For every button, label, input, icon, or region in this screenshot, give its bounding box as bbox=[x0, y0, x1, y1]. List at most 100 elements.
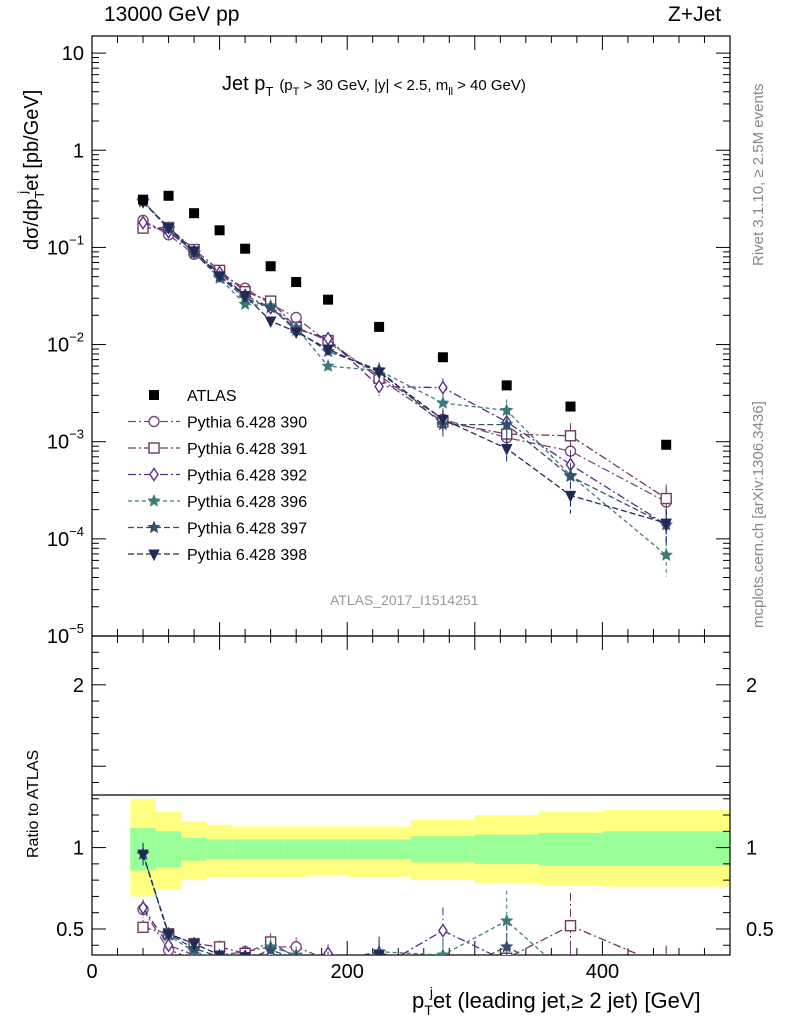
ratio-tick-label: 1 bbox=[73, 838, 84, 860]
marker-shape bbox=[660, 492, 672, 505]
marker-shape bbox=[323, 946, 333, 955]
marker-shape bbox=[162, 929, 175, 941]
xlabel-sub: T bbox=[424, 1002, 433, 1018]
marker-shape bbox=[149, 390, 159, 400]
series-point bbox=[263, 300, 278, 314]
marker-shape bbox=[291, 956, 301, 966]
ratio-point bbox=[323, 946, 333, 955]
ratio-point bbox=[239, 960, 250, 971]
marker-shape bbox=[501, 380, 512, 391]
marker-shape bbox=[163, 190, 174, 201]
ratio-point bbox=[567, 964, 575, 976]
series-point bbox=[138, 215, 148, 230]
marker-shape bbox=[500, 913, 514, 927]
title-main-sub: T bbox=[265, 84, 273, 99]
ratio-point bbox=[437, 970, 448, 981]
marker-shape bbox=[567, 964, 575, 976]
y-tick-exp: −5 bbox=[69, 621, 84, 636]
marker-shape bbox=[240, 243, 251, 254]
x-tick-label: 400 bbox=[586, 961, 619, 983]
ratio-point bbox=[374, 957, 384, 967]
series-point bbox=[437, 414, 449, 427]
legend-label: Pythia 6.428 396 bbox=[187, 494, 307, 511]
series-point bbox=[322, 344, 334, 357]
ratio-point bbox=[188, 939, 200, 951]
marker-shape bbox=[438, 970, 448, 980]
mc-series-main bbox=[136, 194, 673, 577]
title-cut3: > 40 GeV) bbox=[457, 77, 526, 94]
y-tick-label: 10−4 bbox=[47, 524, 84, 551]
ratio-point bbox=[375, 962, 383, 974]
marker-shape bbox=[214, 225, 225, 236]
data-point bbox=[374, 321, 385, 332]
marker-shape bbox=[162, 223, 175, 235]
marker-shape bbox=[565, 973, 576, 984]
marker-shape bbox=[500, 417, 514, 431]
series-point bbox=[564, 490, 577, 503]
ratio-point bbox=[373, 950, 385, 955]
y-tick-label: 10 bbox=[62, 43, 84, 65]
ratio-point bbox=[163, 937, 174, 953]
marker-shape bbox=[137, 849, 149, 862]
marker-shape bbox=[239, 952, 251, 955]
ratio-point bbox=[376, 954, 383, 955]
marker-shape bbox=[374, 321, 385, 332]
x-axis-label: pTjet (leading jet,≥ 2 jet) [GeV] bbox=[412, 984, 701, 1018]
marker-shape bbox=[438, 963, 448, 973]
series-point bbox=[290, 327, 302, 340]
marker-shape bbox=[502, 961, 512, 971]
band-inner-bin bbox=[347, 839, 411, 859]
ratio-point bbox=[438, 923, 448, 938]
y-tick-base: 10 bbox=[47, 529, 69, 551]
marker-shape bbox=[563, 469, 578, 483]
legend-marker bbox=[148, 415, 160, 428]
marker-shape bbox=[437, 970, 448, 981]
legend-marker bbox=[148, 549, 160, 562]
legend-label: Pythia 6.428 397 bbox=[187, 521, 307, 538]
marker-shape bbox=[263, 300, 278, 314]
header-left: 13000 GeV pp bbox=[104, 3, 240, 26]
marker-shape bbox=[148, 442, 160, 454]
marker-shape bbox=[438, 380, 448, 395]
marker-shape bbox=[661, 961, 671, 971]
marker-shape bbox=[149, 467, 159, 482]
marker-shape bbox=[565, 972, 576, 983]
series-point bbox=[373, 367, 385, 380]
ratio-point bbox=[138, 900, 148, 916]
marker-shape bbox=[213, 271, 226, 283]
marker-shape bbox=[500, 444, 513, 456]
data-point bbox=[265, 261, 276, 272]
title-cut2-sub: ll bbox=[448, 86, 453, 98]
ratio-point bbox=[263, 943, 278, 955]
marker-shape bbox=[436, 947, 450, 955]
marker-shape bbox=[564, 430, 577, 442]
ratio-point bbox=[291, 956, 301, 966]
ylabel-sup: j bbox=[15, 191, 30, 195]
ratio-tick-label: 2 bbox=[73, 675, 84, 697]
marker-shape bbox=[565, 401, 576, 412]
data-point bbox=[437, 352, 448, 363]
legend-marker bbox=[149, 390, 159, 400]
y-tick-exp: −1 bbox=[69, 232, 84, 247]
y-tick-base: 10 bbox=[47, 432, 69, 454]
series-point bbox=[436, 395, 450, 409]
marker-shape bbox=[506, 954, 508, 955]
series-point bbox=[162, 223, 175, 235]
legend-marker bbox=[147, 520, 161, 534]
marker-shape bbox=[188, 939, 200, 951]
marker-shape bbox=[438, 969, 448, 979]
marker-shape bbox=[163, 937, 174, 953]
series-point bbox=[660, 492, 672, 505]
band-inner-bin bbox=[538, 832, 603, 866]
ratio-point bbox=[500, 913, 514, 927]
data-point bbox=[323, 294, 334, 305]
y-tick-exp: −3 bbox=[69, 427, 84, 442]
marker-shape bbox=[291, 277, 302, 288]
band-inner-bin bbox=[155, 831, 182, 868]
data-point bbox=[214, 225, 225, 236]
marker-shape bbox=[137, 921, 149, 934]
series-point bbox=[321, 359, 335, 372]
ratio-point bbox=[661, 963, 671, 973]
series-point bbox=[374, 379, 384, 394]
